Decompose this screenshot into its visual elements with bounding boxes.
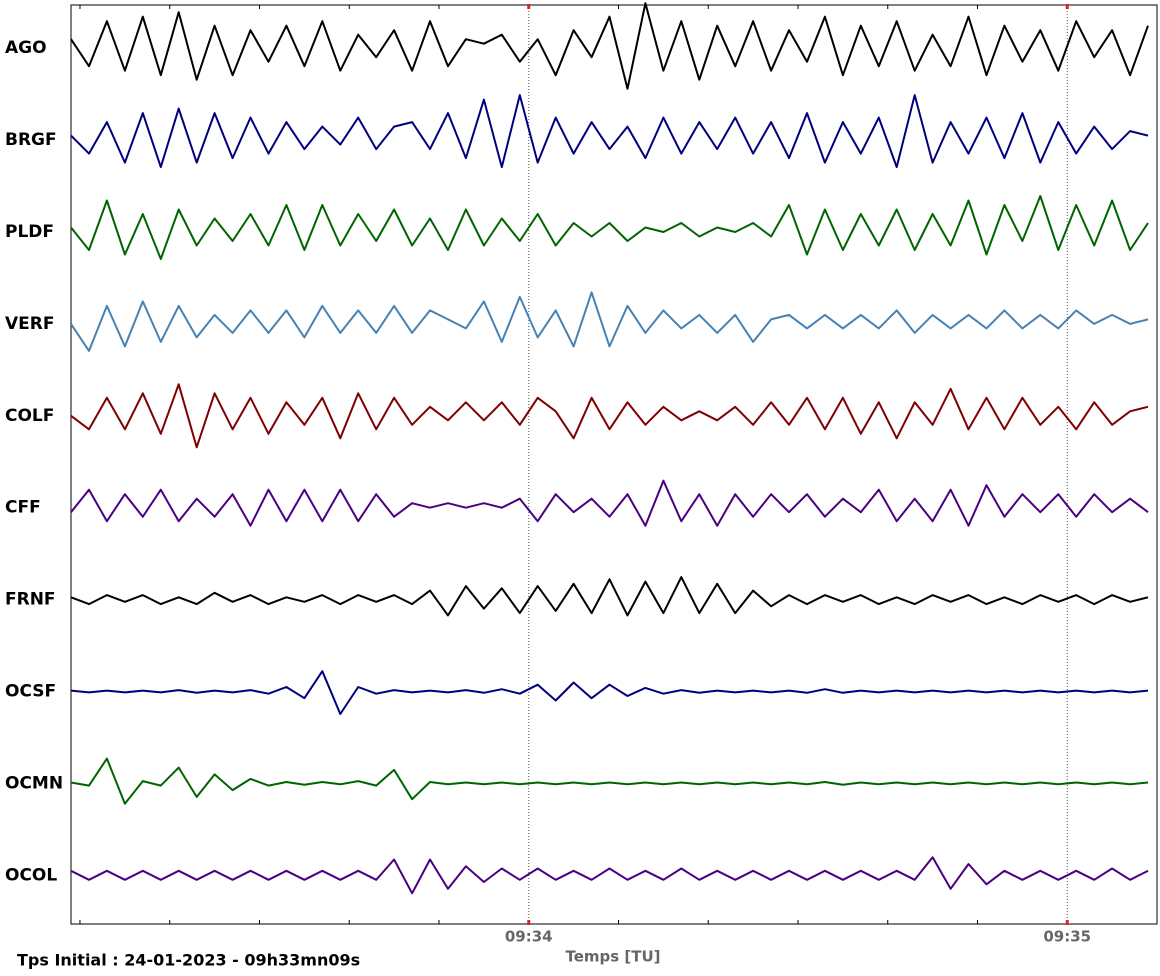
trace	[70, 383, 1149, 449]
trace-label: OCMN	[5, 773, 63, 793]
trace-label: OCOL	[5, 865, 57, 885]
start-time-note: Tps Initial : 24-01-2023 - 09h33mn09s	[17, 951, 360, 970]
x-tick-marker	[527, 920, 531, 925]
x-tick-marker	[527, 4, 531, 9]
trace-label: VERF	[5, 314, 54, 334]
trace-label: COLF	[5, 406, 54, 426]
plot-frame	[70, 4, 1158, 925]
x-tick-label: 09:34	[505, 928, 553, 946]
x-tick-label: 09:35	[1043, 928, 1091, 946]
trace	[70, 2, 1149, 90]
trace	[70, 670, 1149, 715]
trace-label: AGO	[5, 38, 47, 58]
trace	[70, 576, 1149, 617]
x-tick-marker	[1065, 920, 1069, 925]
trace	[70, 94, 1149, 169]
x-tick-marker	[1065, 4, 1069, 9]
trace-label: FRNF	[5, 590, 56, 610]
trace	[70, 291, 1149, 352]
x-axis-label: Temps [TU]	[565, 948, 660, 966]
trace-label: BRGF	[5, 130, 57, 150]
trace-label: PLDF	[5, 222, 54, 242]
trace-label: CFF	[5, 498, 41, 518]
trace	[70, 757, 1149, 805]
trace	[70, 479, 1149, 527]
trace	[70, 856, 1149, 895]
trace-label: OCSF	[5, 681, 56, 701]
trace	[70, 195, 1149, 260]
